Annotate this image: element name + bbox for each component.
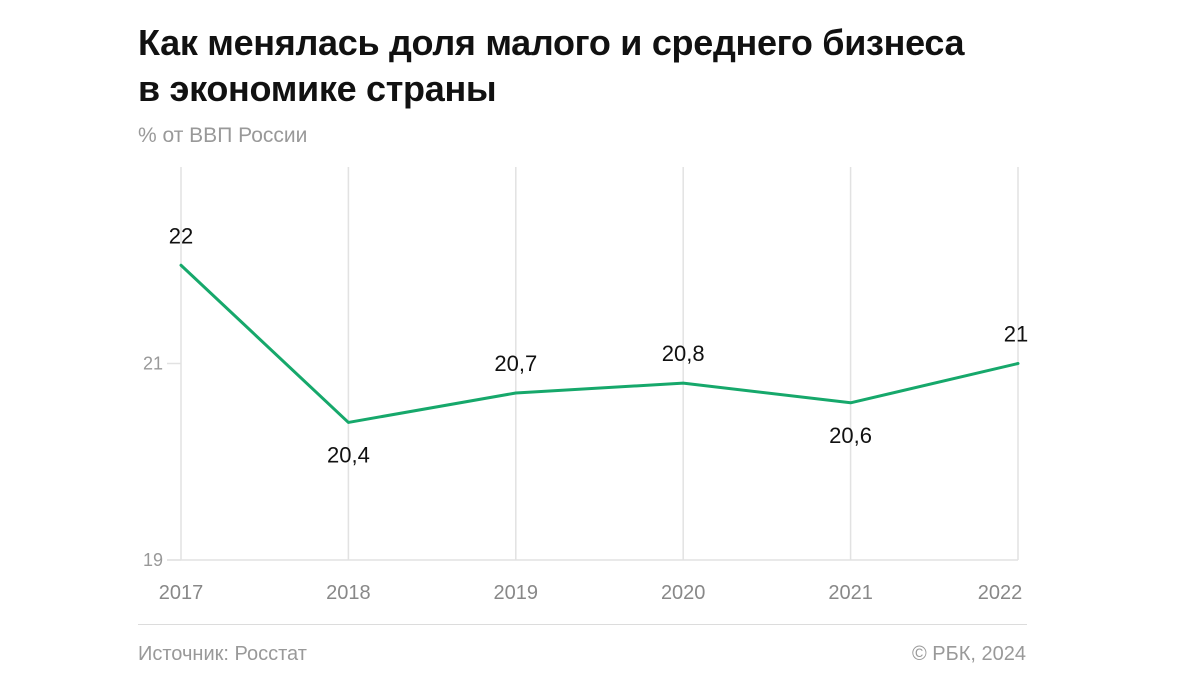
data-label: 20,8 [662, 341, 705, 366]
data-label: 20,6 [829, 423, 872, 448]
footer-divider [138, 624, 1027, 625]
series-line [179, 263, 1020, 424]
x-axis-tick-label: 2021 [828, 582, 873, 604]
chart-title-line-2: в экономике страны [138, 68, 497, 109]
copyright-note: © РБК, 2024 [911, 643, 1026, 665]
y-axis-tick-label: 21 [143, 354, 163, 374]
y-axis-tick-label: 19 [143, 550, 163, 570]
source-note: Источник: Росстат [138, 643, 307, 665]
data-label: 22 [169, 223, 193, 248]
x-axis-tick-label: 2017 [159, 582, 204, 604]
data-label: 20,7 [494, 351, 537, 376]
chart-title-line-1: Как менялась доля малого и среднего бизн… [138, 22, 965, 63]
chart-unit-label: % от ВВП России [138, 124, 308, 147]
chart-title: Как менялась доля малого и среднего бизн… [138, 20, 1078, 112]
data-label: 21 [1004, 322, 1028, 347]
x-axis-tick-label: 2020 [661, 582, 706, 604]
data-label: 20,4 [327, 442, 370, 467]
x-axis-tick-label: 2018 [326, 582, 371, 604]
line-chart: 19 21 2017 2018 2019 2020 2021 2022 22 20,4 20,7 20… [143, 167, 1028, 604]
x-axis-tick-label: 2019 [494, 582, 539, 604]
x-axis-tick-label: 2022 [978, 582, 1023, 604]
